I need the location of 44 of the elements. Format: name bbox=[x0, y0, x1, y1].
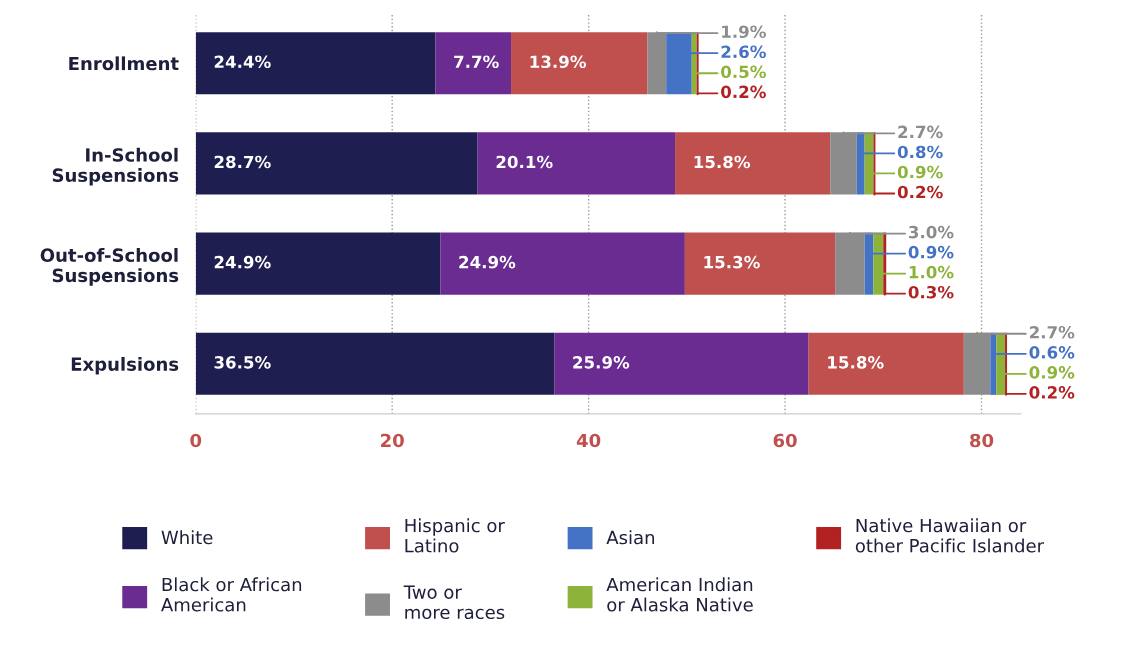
data-label: 0.2% bbox=[721, 85, 766, 99]
data-label: 36.5% bbox=[214, 356, 271, 369]
legend-label: Two or more races bbox=[403, 585, 505, 620]
legend-label: White bbox=[161, 530, 213, 545]
data-label: 0.8% bbox=[897, 145, 943, 159]
legend-label: American Indian or Alaska Native bbox=[606, 577, 753, 612]
data-label: 7.7% bbox=[454, 55, 499, 69]
data-label: 1.0% bbox=[909, 265, 954, 279]
data-label: 0.2% bbox=[897, 185, 943, 199]
x-tick-label: 60 bbox=[773, 433, 797, 448]
data-label: 2.7% bbox=[1029, 325, 1075, 339]
data-label: 24.9% bbox=[459, 255, 516, 269]
x-tick-label: 40 bbox=[576, 433, 601, 448]
legend-label: Asian bbox=[606, 530, 655, 545]
data-label: 20.1% bbox=[496, 155, 553, 169]
data-label: 0.9% bbox=[1029, 366, 1075, 379]
y-tick-label: In-School Suspensions bbox=[52, 147, 179, 186]
data-label: 0.6% bbox=[1029, 346, 1075, 359]
data-label: 0.5% bbox=[721, 65, 766, 79]
data-label: 1.9% bbox=[722, 25, 766, 39]
data-label: 0.9% bbox=[908, 245, 954, 259]
x-tick-label: 0 bbox=[190, 433, 202, 448]
data-label: 0.9% bbox=[897, 165, 943, 179]
y-tick-label: Out-of-School Suspensions bbox=[40, 248, 179, 286]
y-tick-label: Expulsions bbox=[71, 356, 179, 375]
data-label: 25.9% bbox=[573, 356, 630, 369]
data-label: 2.6% bbox=[721, 45, 766, 59]
y-tick-label: Enrollment bbox=[69, 56, 179, 71]
data-label: 15.3% bbox=[704, 255, 760, 269]
data-label: 15.8% bbox=[694, 155, 751, 169]
data-label: 24.9% bbox=[214, 255, 271, 269]
legend-label: Black or African American bbox=[161, 577, 302, 612]
data-label: 0.3% bbox=[908, 285, 954, 299]
x-tick-label: 80 bbox=[970, 433, 994, 448]
data-label: 0.2% bbox=[1029, 386, 1075, 399]
legend-label: Native Hawaiian or other Pacific Islander bbox=[855, 518, 1045, 553]
data-label: 2.7% bbox=[898, 125, 943, 139]
data-label: 28.7% bbox=[214, 155, 271, 169]
data-label: 3.0% bbox=[908, 225, 954, 239]
x-tick-label: 20 bbox=[381, 433, 404, 448]
data-label: 13.9% bbox=[530, 55, 586, 69]
data-label: 24.4% bbox=[214, 55, 271, 69]
data-label: 15.8% bbox=[828, 356, 884, 369]
legend-label: Hispanic or Latino bbox=[405, 518, 505, 553]
